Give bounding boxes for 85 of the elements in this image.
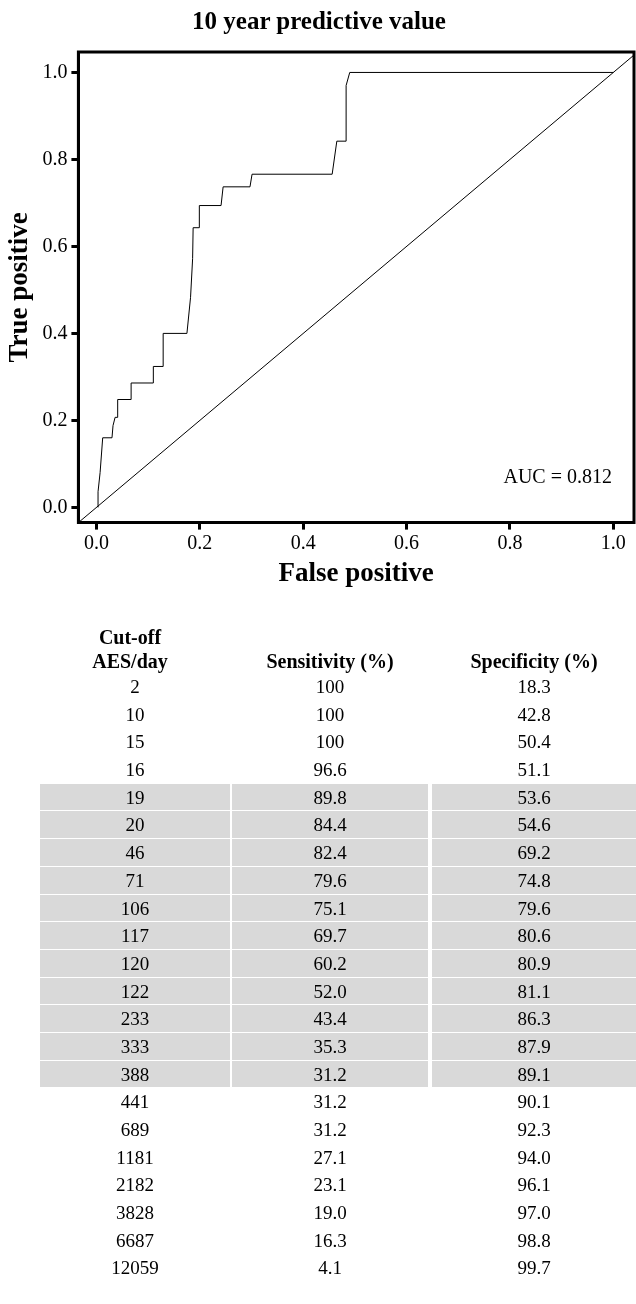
text: 89.1 — [432, 1060, 636, 1089]
text: 86.3 — [432, 1005, 636, 1033]
text: 96.1 — [516, 1173, 552, 1198]
text: 441 — [119, 1090, 151, 1115]
text: 80.6 — [432, 922, 636, 950]
annotation: AUC = 0.812 — [503, 464, 612, 487]
text: 98.8 — [516, 1228, 552, 1253]
text: 69.2 — [432, 839, 636, 867]
text: 80.9 — [432, 949, 636, 978]
text: 94.0 — [516, 1145, 552, 1170]
text: 3828 — [115, 1201, 155, 1226]
text: 10 — [124, 702, 146, 727]
y-tick-label: 0.8 — [42, 146, 68, 169]
text: 60.2 — [232, 949, 428, 978]
text: 71 — [40, 866, 230, 895]
text: 18.3 — [516, 675, 552, 699]
text: 16 — [124, 758, 146, 783]
text: 27.1 — [312, 1145, 348, 1170]
x-tick-label: 0.2 — [187, 530, 213, 553]
text: 100 — [314, 675, 346, 699]
text: 23.1 — [312, 1173, 348, 1198]
y-tick-label: 0.2 — [42, 407, 68, 430]
text: 75.1 — [232, 894, 428, 923]
text: Cut-off AES/day — [91, 625, 169, 673]
x-tick-label: 0.8 — [497, 530, 523, 553]
text: 79.6 — [432, 894, 636, 923]
chart-title: 10 year predictive value — [192, 7, 446, 35]
text: 2182 — [115, 1173, 155, 1198]
x-tick-label: 1.0 — [600, 530, 626, 553]
text: 100 — [314, 702, 346, 727]
text: 233 — [40, 1005, 230, 1033]
text: 6687 — [115, 1228, 155, 1253]
text: 31.2 — [312, 1118, 348, 1142]
text: 69.7 — [232, 922, 428, 950]
text: 52.0 — [232, 977, 428, 1006]
text: 43.4 — [232, 1005, 428, 1033]
text: 81.1 — [432, 977, 636, 1006]
text: 89.8 — [232, 783, 428, 812]
text: 96.6 — [312, 758, 348, 783]
text: 87.9 — [432, 1032, 636, 1061]
x-axis-title: False positive — [278, 556, 434, 587]
y-axis-title: True positive — [3, 212, 34, 363]
text: 117 — [40, 922, 230, 950]
text: 74.8 — [432, 866, 636, 895]
text: 35.3 — [232, 1032, 428, 1061]
text: Sensitivity (%) — [265, 649, 395, 673]
text: 51.1 — [516, 758, 552, 783]
x-tick-label: 0.6 — [394, 530, 420, 553]
text: 100 — [314, 730, 346, 755]
text: 90.1 — [516, 1090, 552, 1115]
text: 120 — [40, 949, 230, 978]
text: 50.4 — [516, 730, 552, 755]
text: 15 — [124, 730, 146, 755]
text: 20 — [40, 811, 230, 840]
text: 16.3 — [312, 1228, 348, 1253]
text: 31.2 — [232, 1060, 428, 1089]
text: 333 — [40, 1032, 230, 1061]
y-tick-label: 1.0 — [42, 59, 68, 82]
x-tick-label: 0.4 — [290, 530, 316, 553]
text: 1181 — [115, 1145, 155, 1170]
text: Specificity (%) — [469, 649, 599, 673]
text: 84.4 — [232, 811, 428, 840]
text: 42.8 — [516, 702, 552, 727]
y-tick-label: 0.4 — [42, 320, 68, 343]
text: 31.2 — [312, 1090, 348, 1115]
text: 2 — [129, 675, 141, 699]
text: 46 — [40, 839, 230, 867]
y-tick-label: 0.0 — [42, 494, 68, 517]
text: 19 — [40, 783, 230, 812]
text: 388 — [40, 1060, 230, 1089]
text: 79.6 — [232, 866, 428, 895]
text: 12059 — [110, 1256, 160, 1281]
text: 54.6 — [432, 811, 636, 840]
text: 122 — [40, 977, 230, 1006]
text: 97.0 — [516, 1201, 552, 1226]
text: 4.1 — [317, 1256, 343, 1281]
y-tick-label: 0.6 — [42, 233, 68, 256]
text: 689 — [119, 1118, 151, 1142]
x-tick-label: 0.0 — [83, 530, 109, 553]
text: 92.3 — [516, 1118, 552, 1142]
text: 19.0 — [312, 1201, 348, 1226]
text: 106 — [40, 894, 230, 923]
text: 53.6 — [432, 783, 636, 812]
text: 99.7 — [516, 1256, 552, 1281]
text: 82.4 — [232, 839, 428, 867]
